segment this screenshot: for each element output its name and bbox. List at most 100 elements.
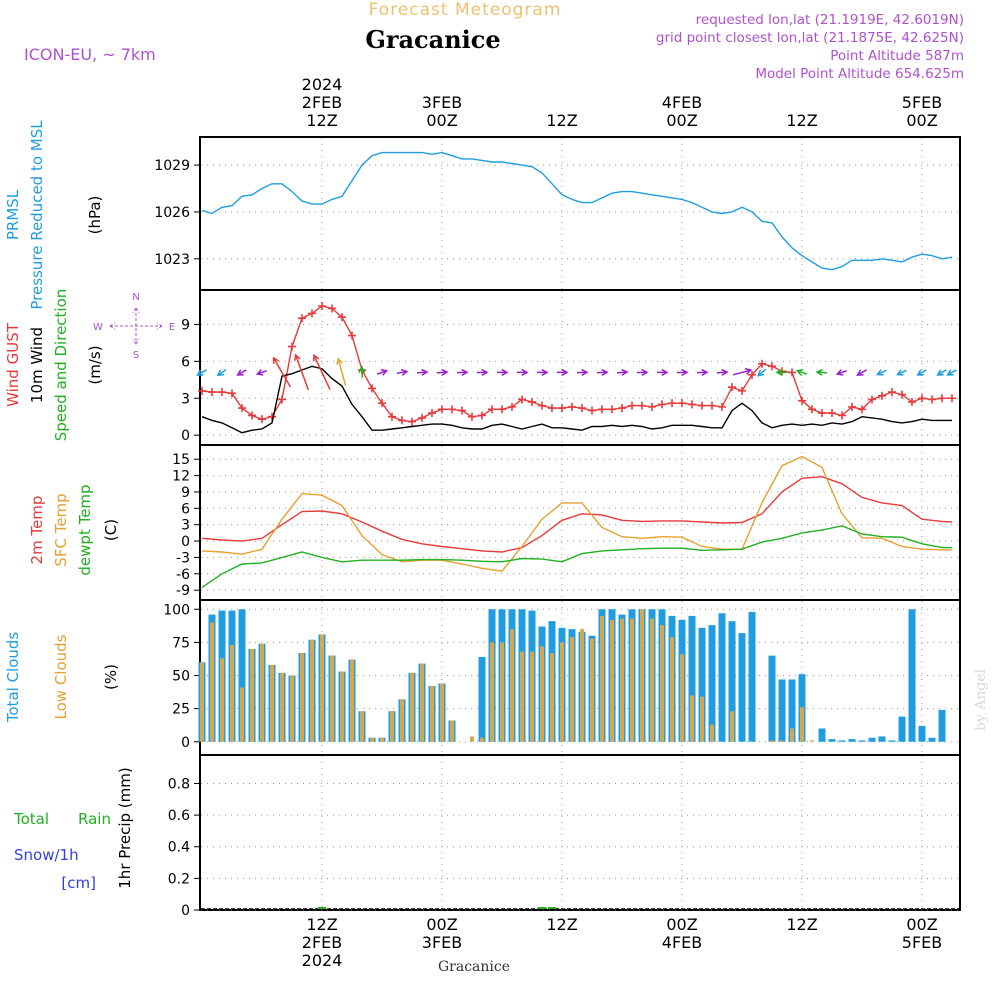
gust-marker: [528, 397, 536, 406]
gust-marker: [378, 399, 386, 408]
y-tick-label: 0: [181, 428, 190, 444]
wind-arrow: [856, 369, 867, 376]
chart-title: Forecast Meteogram: [369, 0, 562, 20]
total-cloud-bar: [238, 609, 246, 742]
gust-marker: [228, 389, 236, 398]
y-tick-label: 0.4: [168, 840, 190, 856]
gust-marker: [318, 301, 326, 310]
low-cloud-bar: [300, 652, 304, 742]
compass-e: E: [169, 322, 175, 333]
wind-arrow: [396, 368, 409, 376]
precip-legend-item: Snow/1h: [14, 846, 79, 864]
total-cloud-bar: [688, 615, 696, 742]
panel-ylabel: Total Clouds: [4, 632, 22, 724]
total-cloud-bar: [718, 613, 726, 742]
panel-ylabel: Low Clouds: [52, 634, 70, 719]
wind-arrow: [716, 368, 729, 376]
low-cloud-bar: [290, 675, 294, 742]
pressure-panel: 1023 1026 1029: [154, 136, 961, 291]
y-tick-label: 1023: [154, 252, 190, 268]
gust-marker: [568, 402, 576, 411]
y-tick-label: 0: [181, 903, 190, 919]
gust-marker: [218, 388, 226, 397]
gust-marker: [648, 402, 656, 411]
watermark: by Angel: [973, 668, 989, 731]
gust-marker: [728, 383, 736, 392]
time-label-bottom: 00Z: [906, 915, 937, 934]
gust-marker: [598, 405, 606, 414]
y-tick-label: -3: [176, 550, 190, 566]
low-cloud-bar: [350, 659, 354, 742]
wind-arrow: [196, 369, 207, 376]
time-label-top: 12Z: [306, 111, 337, 130]
low-cloud-bar: [200, 662, 204, 742]
wind-arrow: [676, 368, 689, 376]
total-cloud-bar: [908, 609, 916, 742]
y-tick-label: 1029: [154, 158, 190, 174]
y-tick-label: 0.8: [168, 776, 190, 792]
low-cloud-bar: [280, 672, 284, 742]
gust-marker: [558, 404, 566, 413]
time-label-top: 4FEB: [662, 93, 702, 112]
time-label-top: 12Z: [546, 111, 577, 130]
gust-marker: [898, 390, 906, 399]
gust-marker: [768, 362, 776, 371]
gust-marker: [658, 400, 666, 409]
series-line-sfc: [201, 455, 952, 572]
low-cloud-bar: [540, 646, 544, 742]
time-label-bottom: 12Z: [306, 915, 337, 934]
time-label-bottom: 5FEB: [902, 933, 942, 952]
low-cloud-bar: [690, 695, 694, 742]
total-cloud-bar: [858, 740, 866, 742]
low-cloud-bar: [440, 683, 444, 742]
precip-bar: [548, 907, 556, 909]
time-label-top: 12Z: [786, 111, 817, 130]
time-label-top: 00Z: [906, 111, 937, 130]
gust-marker: [888, 388, 896, 397]
y-tick-label: 0: [181, 534, 190, 550]
time-label-top: 00Z: [666, 111, 697, 130]
point-altitude: Point Altitude 587m: [830, 48, 964, 64]
gust-marker: [788, 368, 796, 377]
series-line-gust: [201, 305, 952, 423]
low-cloud-bar: [320, 634, 324, 742]
gust-marker: [368, 384, 376, 393]
gust-marker: [258, 415, 266, 424]
precip-plot: 0 0.2 0.4 0.6 0.8: [168, 756, 959, 919]
gust-marker: [638, 401, 646, 410]
gust-marker: [288, 342, 296, 351]
wind-arrow: [557, 368, 569, 376]
gust-marker: [248, 411, 256, 420]
gust-marker: [448, 405, 456, 414]
total-cloud-bar: [748, 611, 756, 742]
total-cloud-bar: [828, 739, 836, 742]
total-cloud-bar: [738, 633, 746, 742]
wind-arrow: [795, 369, 807, 376]
gust-marker: [878, 391, 886, 400]
gridpoint-coords: grid point closest lon,lat (21.1875E, 42…: [656, 30, 964, 46]
compass-s: S: [133, 350, 139, 361]
gust-marker: [758, 359, 766, 368]
low-cloud-bar: [270, 664, 274, 742]
low-cloud-bar: [470, 736, 474, 742]
panel-ylabel: (hPa): [86, 196, 104, 235]
compass-rose: [109, 307, 163, 345]
total-cloud-bar: [838, 740, 846, 742]
low-cloud-bar: [530, 651, 534, 742]
total-cloud-bar: [938, 709, 946, 742]
gust-marker: [918, 394, 926, 403]
location-title: Gracanice: [365, 25, 500, 54]
gust-marker: [418, 413, 426, 422]
low-cloud-bar: [240, 687, 244, 742]
y-tick-label: 6: [181, 354, 190, 370]
total-cloud-bar: [848, 739, 856, 742]
low-cloud-bar: [330, 655, 334, 742]
low-cloud-bar: [340, 671, 344, 742]
y-tick-label: 6: [181, 501, 190, 517]
time-label-top: 00Z: [426, 111, 457, 130]
total-cloud-bar: [878, 736, 886, 742]
gust-marker: [478, 411, 486, 420]
panel-ylabel: 1hr Precip (mm): [116, 767, 134, 888]
wind-arrow: [636, 368, 649, 376]
